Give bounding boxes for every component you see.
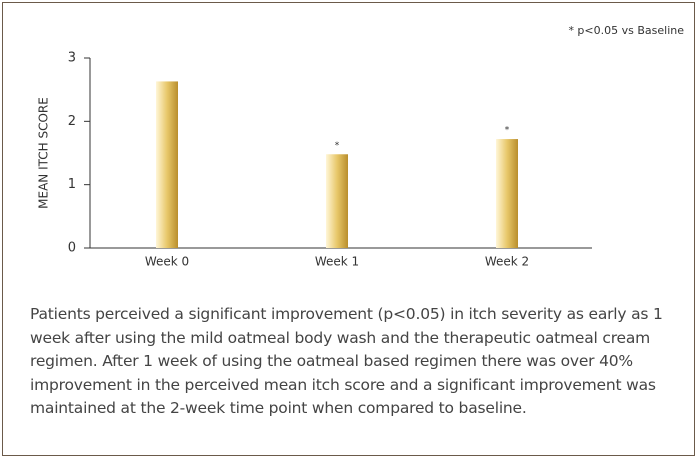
y-tick-label: 3 xyxy=(68,51,76,66)
annotation: * p<0.05 vs Baseline xyxy=(568,24,684,37)
bar xyxy=(326,154,348,248)
significance-marker: * xyxy=(505,126,510,136)
y-tick-label: 1 xyxy=(68,177,76,192)
y-tick-label: 2 xyxy=(68,114,76,129)
frame xyxy=(2,2,695,456)
y-tick-label: 0 xyxy=(68,241,76,256)
x-tick-label: Week 2 xyxy=(485,255,529,269)
significance-marker: * xyxy=(335,141,340,151)
chart: * p<0.05 vs Baseline MEAN ITCH SCORE 0 1 2… xyxy=(37,24,685,269)
y-axis-label: MEAN ITCH SCORE xyxy=(37,97,51,209)
bar xyxy=(156,81,178,248)
bar xyxy=(496,139,518,248)
x-tick-label: Week 1 xyxy=(315,255,359,269)
x-tick-label: Week 0 xyxy=(145,255,189,269)
description: Patients perceived a significant improve… xyxy=(30,305,663,417)
